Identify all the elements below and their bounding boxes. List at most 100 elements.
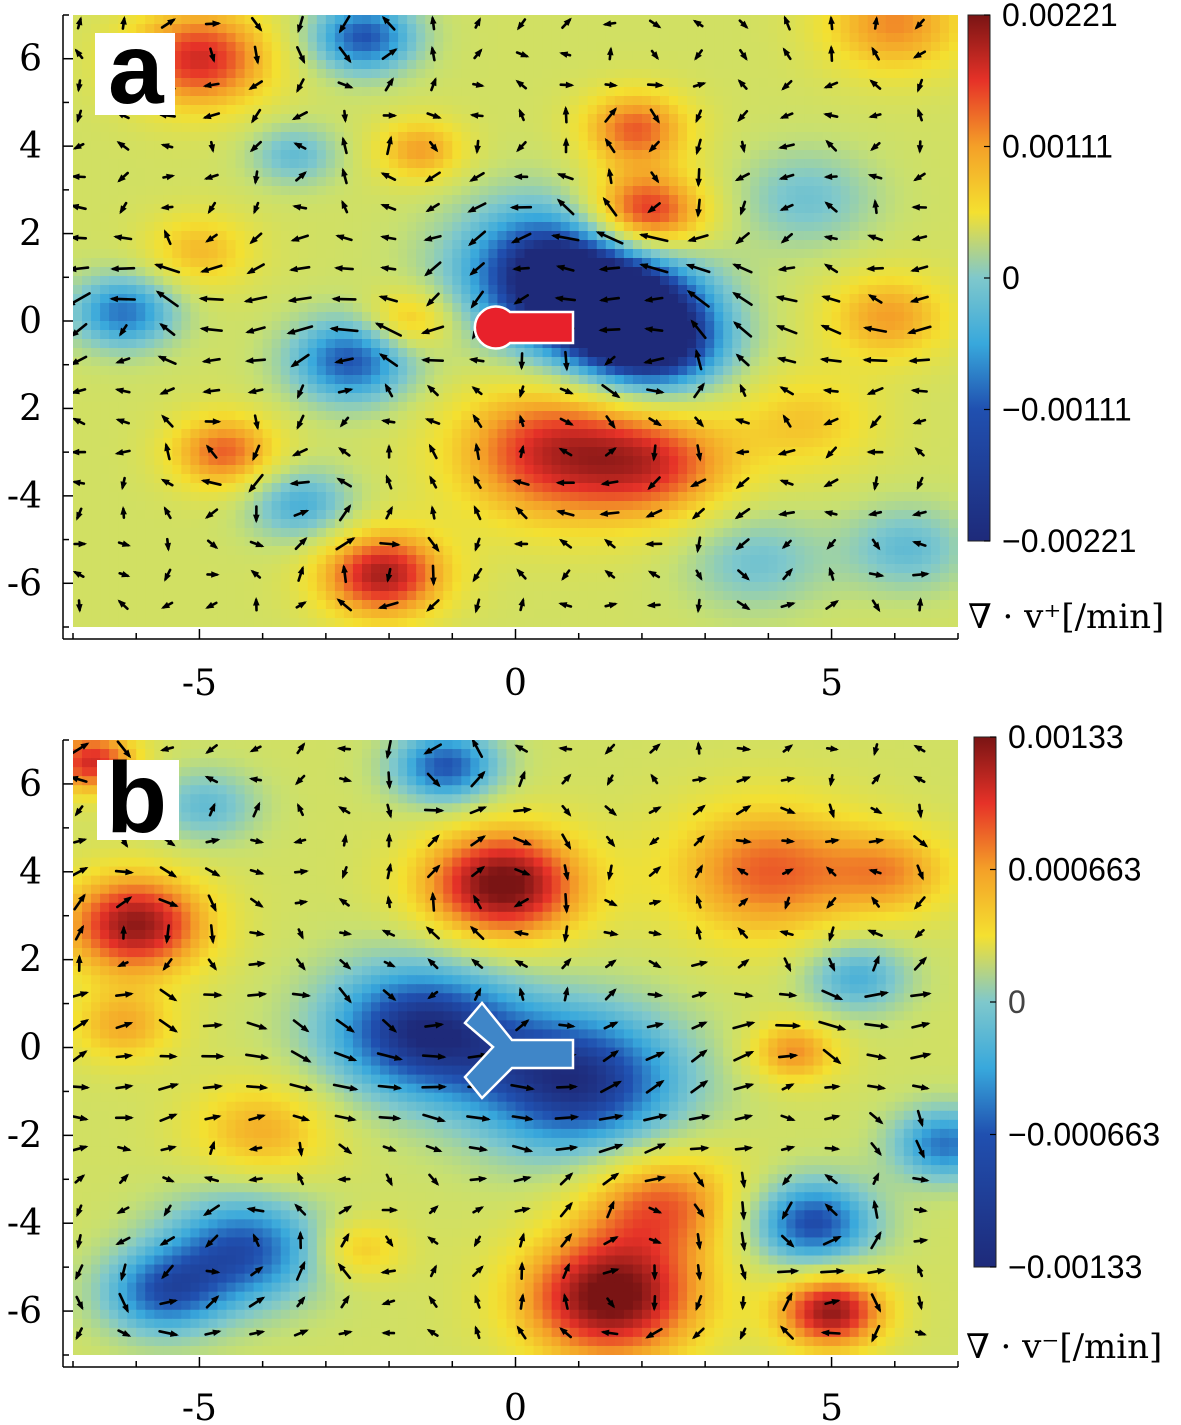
heatmap-cell (840, 276, 851, 286)
heatmap-cell (578, 69, 589, 79)
heatmap-cell (921, 375, 932, 385)
heatmap-cell (939, 303, 950, 313)
heatmap-cell (696, 438, 706, 448)
heatmap-cell (858, 321, 869, 331)
heatmap-cell (804, 384, 815, 394)
heatmap-cell (578, 33, 589, 43)
heatmap-cell (885, 42, 896, 52)
heatmap-cell (262, 339, 273, 349)
heatmap-cell (542, 105, 553, 115)
heatmap-cell (669, 438, 679, 448)
heatmap-cell (714, 105, 724, 115)
heatmap-cell (262, 159, 273, 169)
heatmap-cell (867, 348, 878, 358)
heatmap-cell (118, 123, 128, 133)
heatmap-cell (154, 168, 164, 178)
heatmap-cell (750, 465, 760, 475)
heatmap-cell (73, 159, 83, 169)
heatmap-cell (100, 456, 110, 466)
heatmap-cell (732, 249, 742, 259)
heatmap-cell (298, 348, 309, 358)
heatmap-cell (596, 141, 607, 151)
heatmap-cell (921, 429, 932, 439)
heatmap-cell (822, 375, 833, 385)
heatmap-cell (849, 150, 860, 160)
heatmap-cell (325, 438, 336, 448)
heatmap-cell (73, 339, 83, 349)
heatmap-cell (948, 393, 958, 403)
heatmap-cell (578, 204, 589, 214)
heatmap-cell (759, 240, 769, 250)
heatmap-cell (91, 159, 101, 169)
heatmap-cell (804, 294, 815, 304)
heatmap-cell (298, 141, 309, 151)
heatmap-cell (361, 60, 372, 70)
heatmap-cell (524, 123, 535, 133)
heatmap-cell (596, 339, 607, 349)
heatmap-cell (298, 249, 309, 259)
heatmap-cell (524, 33, 535, 43)
heatmap-cell (398, 267, 408, 277)
heatmap-cell (759, 321, 769, 331)
heatmap-cell (208, 177, 219, 187)
heatmap-cell (425, 159, 435, 169)
heatmap-cell (253, 447, 264, 457)
heatmap-cell (849, 249, 860, 259)
heatmap-cell (759, 87, 769, 97)
heatmap-cell (497, 24, 508, 34)
heatmap-cell (73, 429, 83, 439)
heatmap-cell (434, 15, 444, 25)
heatmap-cell (939, 132, 950, 142)
heatmap-cell (930, 375, 941, 385)
heatmap-cell (163, 150, 173, 160)
heatmap-cell (696, 258, 706, 268)
heatmap-cell (244, 321, 255, 331)
heatmap-cell (217, 339, 228, 349)
heatmap-cell (732, 33, 742, 43)
heatmap-cell (542, 186, 553, 196)
heatmap-cell (217, 186, 228, 196)
heatmap-cell (136, 231, 146, 241)
heatmap-cell (316, 402, 327, 412)
heatmap-cell (623, 438, 634, 448)
heatmap-cell (894, 204, 905, 214)
heatmap-cell (352, 87, 363, 97)
heatmap-cell (948, 411, 958, 421)
heatmap-cell (461, 429, 471, 439)
heatmap-cell (91, 411, 101, 421)
heatmap-cell (343, 276, 354, 286)
heatmap-cell (705, 51, 715, 61)
heatmap-cell (786, 15, 797, 25)
heatmap-cell (181, 456, 191, 466)
heatmap-cell (831, 24, 842, 34)
heatmap-cell (840, 15, 851, 25)
heatmap-cell (723, 69, 733, 79)
heatmap-cell (912, 240, 923, 250)
heatmap-cell (361, 141, 372, 151)
heatmap-cell (307, 330, 318, 340)
heatmap-cell (361, 429, 372, 439)
heatmap-cell (91, 447, 101, 457)
heatmap-cell (723, 312, 733, 322)
heatmap-cell (434, 393, 444, 403)
heatmap-cell (199, 195, 210, 205)
heatmap-cell (903, 303, 914, 313)
heatmap-cell (371, 60, 381, 70)
heatmap-cell (488, 51, 499, 61)
heatmap-cell (795, 258, 806, 268)
heatmap-cell (235, 33, 246, 43)
heatmap-cell (226, 447, 237, 457)
heatmap-cell (596, 168, 607, 178)
heatmap-cell (361, 267, 372, 277)
heatmap-cell (488, 465, 499, 475)
heatmap-cell (361, 123, 372, 133)
heatmap-cell (226, 231, 237, 241)
heatmap-cell (533, 141, 544, 151)
heatmap-cell (614, 69, 625, 79)
heatmap-cell (759, 42, 769, 52)
heatmap-cell (795, 33, 806, 43)
heatmap-cell (100, 429, 110, 439)
heatmap-cell (361, 366, 372, 376)
heatmap-cell (641, 402, 652, 412)
heatmap-cell (542, 123, 553, 133)
